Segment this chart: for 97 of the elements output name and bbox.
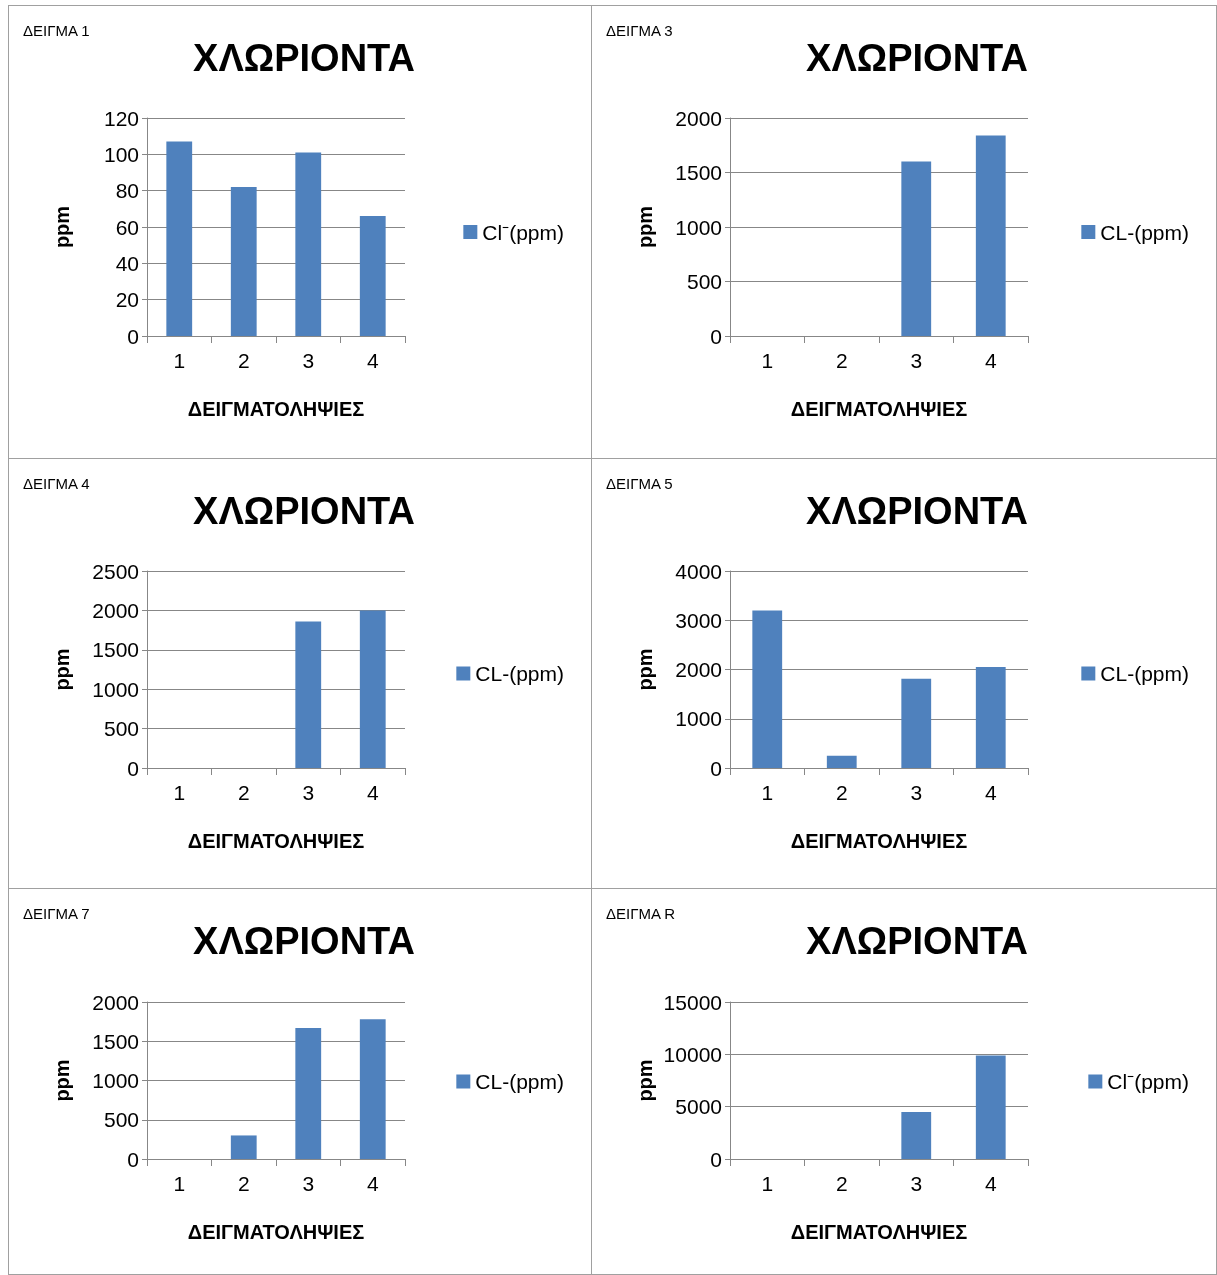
y-tick-label: 10000 [663, 1042, 722, 1066]
bar [230, 187, 257, 336]
x-tick-label: 4 [984, 1172, 997, 1195]
bar [359, 216, 386, 336]
x-tick-label: 3 [302, 781, 315, 804]
y-axis-title: ppm [634, 1059, 656, 1102]
y-axis-title: ppm [634, 205, 656, 249]
y-tick-label: 5000 [675, 1095, 722, 1119]
legend-label: CL-(ppm) [475, 1070, 565, 1093]
x-tick-label: 1 [173, 349, 186, 372]
y-tick-label: 1000 [675, 215, 722, 239]
y-tick-label: 500 [103, 717, 139, 741]
x-tick-label: 2 [835, 1172, 848, 1195]
y-tick-label: 1000 [92, 1069, 139, 1092]
y-tick-label: 1000 [92, 677, 139, 701]
x-axis-title: ΔΕΙΓΜΑΤΟΛΗΨΙΕΣ [187, 398, 365, 420]
y-tick-label: 0 [127, 1147, 139, 1171]
bar [826, 755, 857, 768]
x-tick-label: 2 [237, 349, 250, 372]
bar [295, 1027, 322, 1159]
y-tick-label: 500 [686, 270, 722, 293]
y-tick-label: 40 [115, 251, 139, 275]
y-tick-label: 1500 [92, 638, 139, 662]
x-axis-title: ΔΕΙΓΜΑΤΟΛΗΨΙΕΣ [790, 830, 968, 852]
bar [752, 610, 783, 768]
y-tick-label: 80 [115, 179, 139, 203]
y-tick-label: 1500 [92, 1029, 139, 1053]
legend-label: CL-(ppm) [1100, 220, 1190, 244]
y-tick-label: 15000 [663, 990, 722, 1014]
bar [295, 152, 322, 336]
y-tick-label: 1000 [675, 707, 722, 731]
bar [901, 678, 932, 768]
chart-title: ΧΛΩΡΙΟΝΤΑ [193, 37, 415, 79]
x-tick-label: 2 [237, 1172, 250, 1195]
bar [230, 1135, 257, 1159]
x-tick-label: 3 [910, 781, 923, 804]
chart-title: ΧΛΩΡΙΟΝΤΑ [806, 920, 1028, 962]
chart-subtitle: ΔΕΙΓΜΑ 5 [606, 475, 673, 492]
x-tick-label: 4 [984, 781, 997, 804]
chart-title: ΧΛΩΡΙΟΝΤΑ [806, 37, 1028, 79]
y-tick-label: 120 [103, 106, 139, 130]
chart-subtitle: ΔΕΙΓΜΑ 7 [23, 905, 90, 922]
chart-subtitle: ΔΕΙΓΜΑ 1 [23, 22, 90, 39]
chart-title: ΧΛΩΡΙΟΝΤΑ [193, 490, 415, 532]
y-tick-label: 2000 [675, 106, 722, 130]
y-tick-label: 2000 [92, 598, 139, 622]
x-tick-label: 1 [173, 781, 186, 804]
bar [359, 1019, 386, 1159]
y-tick-label: 0 [127, 324, 139, 348]
x-tick-label: 2 [835, 349, 848, 372]
x-tick-label: 3 [910, 1172, 923, 1195]
y-tick-label: 2500 [92, 559, 139, 583]
legend-label: CL-(ppm) [475, 662, 565, 685]
chart-subtitle: ΔΕΙΓΜΑ 3 [606, 22, 673, 39]
legend-label: Cl⁻(ppm) [1107, 1070, 1189, 1093]
legend-label: Cl⁻(ppm) [482, 220, 564, 244]
y-tick-label: 0 [710, 756, 722, 780]
chart-subtitle: ΔΕΙΓΜΑ R [606, 905, 676, 922]
y-tick-label: 2000 [675, 658, 722, 681]
x-tick-label: 4 [366, 781, 379, 804]
x-tick-label: 4 [366, 1172, 379, 1195]
y-tick-label: 4000 [675, 559, 722, 583]
y-tick-label: 3000 [675, 608, 722, 632]
y-axis-title: ppm [51, 648, 73, 691]
y-tick-label: 0 [127, 756, 139, 780]
chart-subtitle: ΔΕΙΓΜΑ 4 [23, 475, 90, 492]
bar [166, 141, 193, 336]
x-axis-title: ΔΕΙΓΜΑΤΟΛΗΨΙΕΣ [187, 830, 365, 852]
x-tick-label: 3 [302, 349, 315, 372]
y-tick-label: 20 [115, 288, 139, 312]
y-tick-label: 0 [710, 1147, 722, 1171]
x-tick-label: 1 [173, 1172, 186, 1195]
y-tick-label: 60 [115, 215, 139, 239]
y-tick-label: 100 [103, 142, 139, 166]
x-tick-label: 1 [761, 781, 774, 804]
x-tick-label: 2 [835, 781, 848, 804]
x-tick-label: 3 [302, 1172, 315, 1195]
y-tick-label: 0 [710, 324, 722, 348]
chart-title: ΧΛΩΡΙΟΝΤΑ [806, 490, 1028, 532]
y-axis-title: ppm [634, 648, 656, 691]
x-tick-label: 4 [984, 349, 997, 372]
x-tick-label: 4 [366, 349, 379, 372]
y-tick-label: 500 [103, 1108, 139, 1132]
bar [975, 667, 1006, 768]
x-tick-label: 1 [761, 1172, 774, 1195]
y-axis-title: ppm [51, 205, 73, 249]
x-tick-label: 3 [910, 349, 923, 372]
x-axis-title: ΔΕΙΓΜΑΤΟΛΗΨΙΕΣ [790, 398, 968, 420]
legend-label: CL-(ppm) [1100, 662, 1190, 685]
y-tick-label: 2000 [92, 990, 139, 1014]
chart-title: ΧΛΩΡΙΟΝΤΑ [193, 920, 415, 962]
x-tick-label: 1 [761, 349, 774, 372]
x-tick-label: 2 [237, 781, 250, 804]
x-axis-title: ΔΕΙΓΜΑΤΟΛΗΨΙΕΣ [790, 1221, 968, 1243]
y-tick-label: 1500 [675, 161, 722, 184]
y-axis-title: ppm [51, 1059, 73, 1102]
x-axis-title: ΔΕΙΓΜΑΤΟΛΗΨΙΕΣ [187, 1221, 365, 1243]
